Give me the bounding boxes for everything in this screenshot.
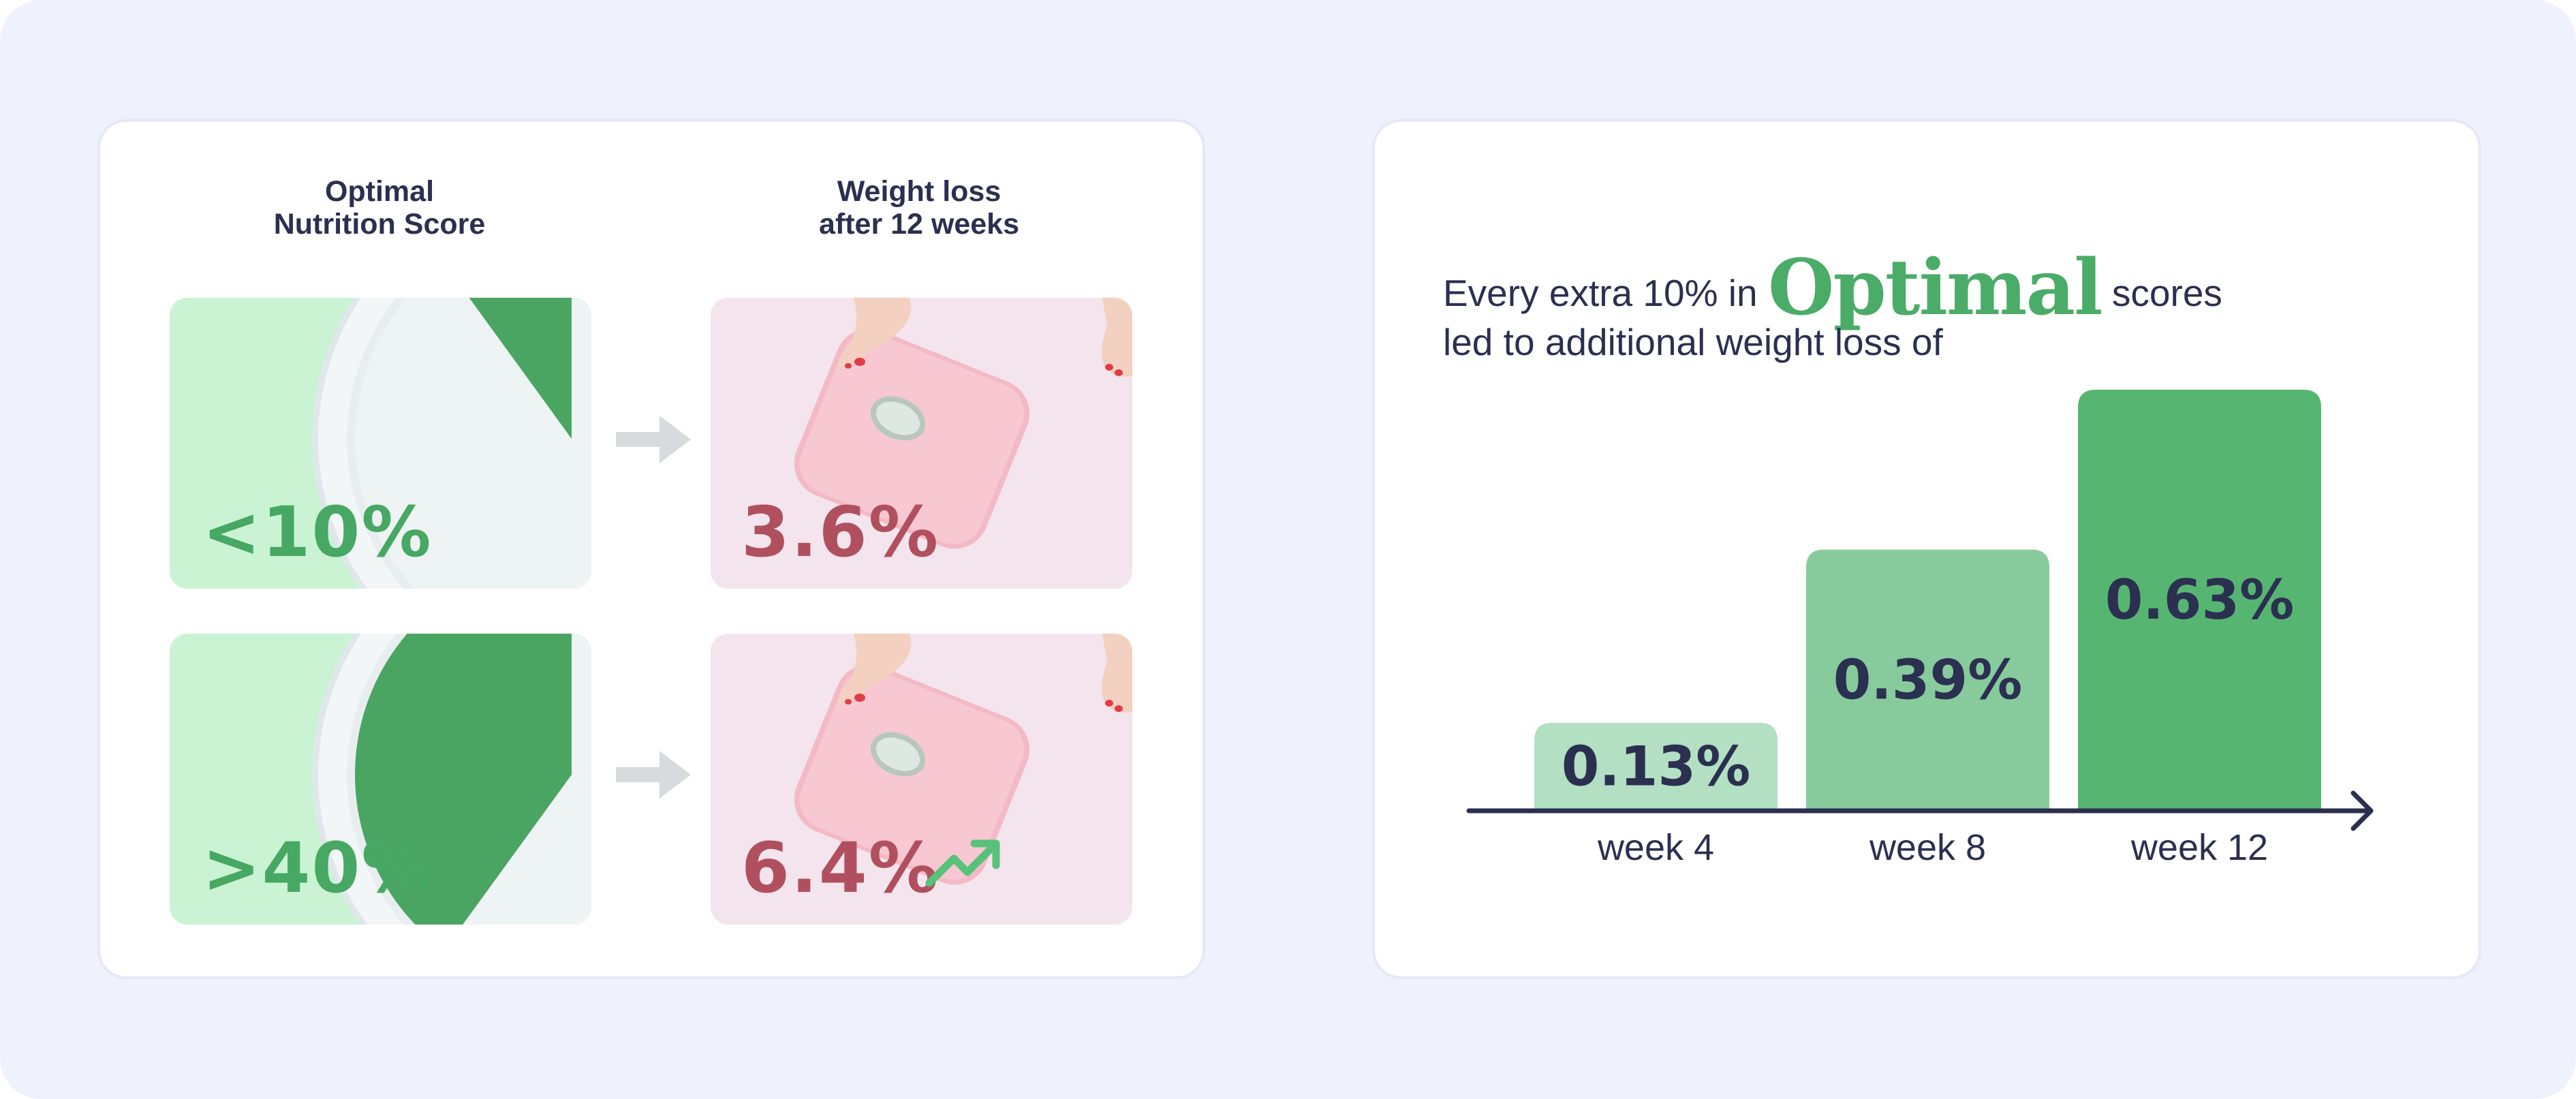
headline-text: Every extra 10% in	[1443, 272, 1768, 314]
bar-week-4	[1534, 722, 1778, 809]
arrow-right-icon	[616, 751, 691, 799]
bathroom-scale-photo	[794, 634, 1132, 885]
bathroom-scale-photo	[794, 298, 1132, 549]
loss-column-heading: Weight loss after 12 weeks	[818, 175, 1020, 241]
headline-emphasis: Optimal	[1767, 243, 2103, 332]
weight-loss-value: 3.6%	[741, 492, 940, 573]
chart-headline: Every extra 10% in Optimal scores led to…	[1443, 250, 2329, 367]
chart-card: Every extra 10% in Optimal scores led to…	[1375, 122, 2479, 976]
x-tick-label: week 12	[2130, 827, 2268, 868]
plate-pie-icon	[312, 298, 591, 589]
weight-loss-tile-high: 6.4%	[711, 634, 1132, 925]
weight-loss-tile-low: 3.6%	[711, 298, 1132, 589]
bar-value-label: 0.63%	[2105, 568, 2295, 632]
score-value: <10%	[202, 492, 433, 573]
score-tile-low: <10%	[170, 298, 591, 589]
plate-pie-icon	[312, 634, 591, 925]
arrow-right-icon	[616, 416, 691, 463]
score-column-heading: Optimal Nutrition Score	[273, 175, 486, 241]
weight-loss-value: 6.4%	[741, 828, 940, 909]
bar-value-label: 0.39%	[1833, 648, 2023, 711]
bar-week-8	[1806, 549, 2049, 809]
bar-value-label: 0.13%	[1562, 734, 1751, 798]
x-tick-label: week 4	[1597, 827, 1714, 868]
trending-up-icon	[925, 839, 1000, 887]
x-tick-label: week 8	[1869, 827, 1986, 868]
x-axis-arrow-icon	[2350, 790, 2374, 831]
headline-text-end: scores	[2101, 272, 2222, 314]
headline-line-2: led to additional weight loss of	[1443, 321, 1943, 363]
score-value: >40%	[202, 828, 433, 909]
comparison-card: Optimal Nutrition Score Weight loss afte…	[100, 122, 1202, 976]
bar-chart: 0.13% week 4 0.39% week 8 0.63% week 12	[1466, 390, 2374, 868]
score-tile-high: >40%	[170, 634, 591, 925]
bar-week-12	[2078, 390, 2321, 809]
